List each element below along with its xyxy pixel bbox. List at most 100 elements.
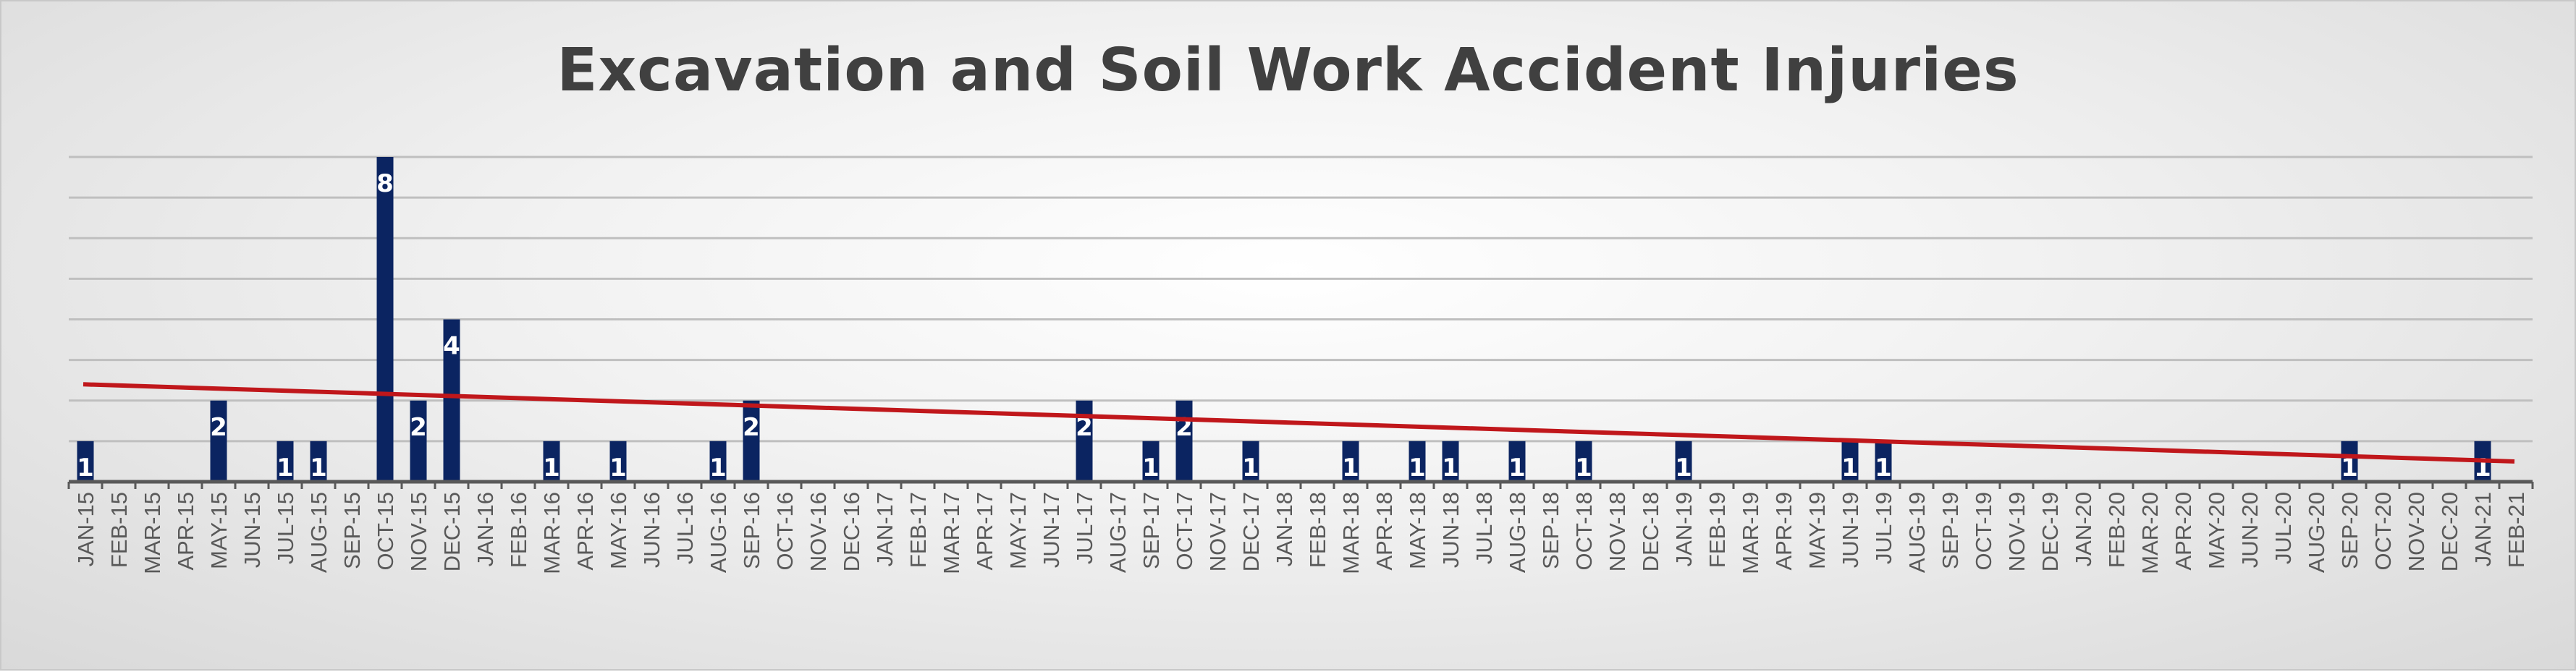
- x-tick-label: DEC-18: [1638, 492, 1663, 571]
- x-tick-label: DEC-15: [439, 492, 465, 571]
- x-tick-label: MAR-18: [1338, 492, 1364, 574]
- x-tick-label: MAY-17: [1005, 492, 1031, 569]
- x-tick-label: SEP-16: [739, 492, 764, 569]
- bar-value-label: 1: [2474, 454, 2491, 482]
- bar-value-label: 1: [1442, 454, 1459, 482]
- x-tick-label: JUN-15: [240, 492, 265, 568]
- bar: [77, 441, 94, 482]
- x-tick-label: APR-19: [1771, 492, 1796, 571]
- bar: [310, 441, 327, 482]
- bar-value-label: 2: [410, 413, 427, 442]
- x-tick-label: OCT-17: [1172, 492, 1197, 571]
- x-tick-label: JAN-18: [1272, 492, 1297, 566]
- bar: [709, 441, 727, 482]
- x-tick-label: MAY-20: [2204, 492, 2229, 569]
- x-tick-label: JUL-17: [1072, 492, 1097, 564]
- chart-title: Excavation and Soil Work Accident Injuri…: [557, 36, 2019, 105]
- x-tick-label: JUN-16: [639, 492, 664, 568]
- bar: [276, 441, 294, 482]
- x-tick-label: JAN-16: [473, 492, 498, 566]
- bar-value-label: 1: [77, 454, 94, 482]
- x-tick-label: JUL-15: [273, 492, 298, 564]
- bar: [2341, 441, 2358, 482]
- bar-value-label: 8: [376, 169, 394, 198]
- x-tick-label: FEB-15: [106, 492, 132, 568]
- x-tick-label: OCT-19: [1971, 492, 1996, 571]
- bar: [1442, 441, 1459, 482]
- bar: [210, 400, 227, 482]
- x-tick-label: DEC-16: [839, 492, 864, 571]
- x-tick-label: FEB-20: [2104, 492, 2129, 568]
- x-tick-label: JUN-18: [1438, 492, 1464, 568]
- bar: [1342, 441, 1359, 482]
- x-tick-label: MAR-17: [939, 492, 964, 574]
- x-tick-label: NOV-17: [1205, 492, 1230, 571]
- x-tick-label: JAN-15: [73, 492, 98, 566]
- x-tick-label: FEB-18: [1305, 492, 1330, 568]
- x-tick-label: JUL-20: [2271, 492, 2296, 564]
- bar-value-label: 1: [543, 454, 560, 482]
- bar-value-label: 1: [1875, 454, 1892, 482]
- x-tick-label: JUN-20: [2237, 492, 2263, 568]
- x-tick-label: MAR-20: [2137, 492, 2163, 574]
- x-tick-label: DEC-19: [2037, 492, 2063, 571]
- bar: [1875, 441, 1892, 482]
- bar: [1675, 441, 1692, 482]
- x-tick-label: APR-20: [2171, 492, 2196, 571]
- x-tick-label: FEB-17: [905, 492, 931, 568]
- trendline: [83, 382, 2515, 464]
- bar: [376, 157, 394, 482]
- bar-value-label: 1: [1508, 454, 1526, 482]
- x-tick-label: NOV-20: [2404, 492, 2429, 571]
- x-tick-label: AUG-18: [1505, 492, 1530, 573]
- bar: [1841, 441, 1859, 482]
- bar: [410, 400, 427, 482]
- x-tick-label: SEP-17: [1139, 492, 1164, 569]
- x-tick-label: APR-18: [1372, 492, 1397, 571]
- bar-value-label: 2: [1076, 413, 1093, 442]
- x-tick-label: APR-17: [972, 492, 997, 571]
- bar: [1242, 441, 1259, 482]
- bar: [1409, 441, 1426, 482]
- x-tick-label: MAR-15: [140, 492, 165, 574]
- x-tick-label: MAY-19: [1804, 492, 1830, 569]
- bar-value-label: 1: [1342, 454, 1359, 482]
- bar: [1508, 441, 1526, 482]
- x-tick-label: OCT-20: [2370, 492, 2396, 571]
- bar-value-label: 1: [310, 454, 327, 482]
- bar: [1142, 441, 1160, 482]
- x-tick-label: OCT-16: [772, 492, 798, 571]
- x-tick-label: AUG-19: [1904, 492, 1930, 573]
- bar-value-label: 2: [743, 413, 760, 442]
- x-tick-label: JUL-19: [1871, 492, 1896, 564]
- x-tick-label: AUG-20: [2304, 492, 2329, 573]
- bar-value-label: 1: [1575, 454, 1592, 482]
- x-tick-label: NOV-15: [406, 492, 431, 571]
- x-tick-label: APR-15: [173, 492, 198, 571]
- x-tick-label: OCT-15: [373, 492, 398, 571]
- x-tick-label: SEP-18: [1538, 492, 1563, 569]
- x-tick-label: JUL-16: [672, 492, 698, 564]
- bar: [609, 441, 627, 482]
- bar-value-label: 4: [443, 332, 460, 361]
- x-tick-label: APR-16: [573, 492, 598, 571]
- x-tick-label: JUL-18: [1471, 492, 1497, 564]
- x-tick-label: OCT-18: [1571, 492, 1597, 571]
- x-tick-label: AUG-16: [706, 492, 731, 573]
- x-tick-label: JUN-19: [1838, 492, 1863, 568]
- x-tick-label: FEB-21: [2504, 492, 2529, 568]
- x-tick-label: MAY-18: [1405, 492, 1430, 569]
- x-tick-label: AUG-15: [306, 492, 331, 573]
- x-tick-label: DEC-17: [1238, 492, 1264, 571]
- bar-value-label: 1: [709, 454, 727, 482]
- bar-value-label: 1: [276, 454, 294, 482]
- bar-value-label: 1: [1841, 454, 1859, 482]
- bar-value-label: 1: [1242, 454, 1259, 482]
- bar: [1076, 400, 1093, 482]
- x-tick-label: DEC-20: [2437, 492, 2462, 571]
- bar: [1575, 441, 1592, 482]
- x-tick-label: SEP-15: [339, 492, 365, 569]
- x-tick-label: MAY-15: [206, 492, 232, 569]
